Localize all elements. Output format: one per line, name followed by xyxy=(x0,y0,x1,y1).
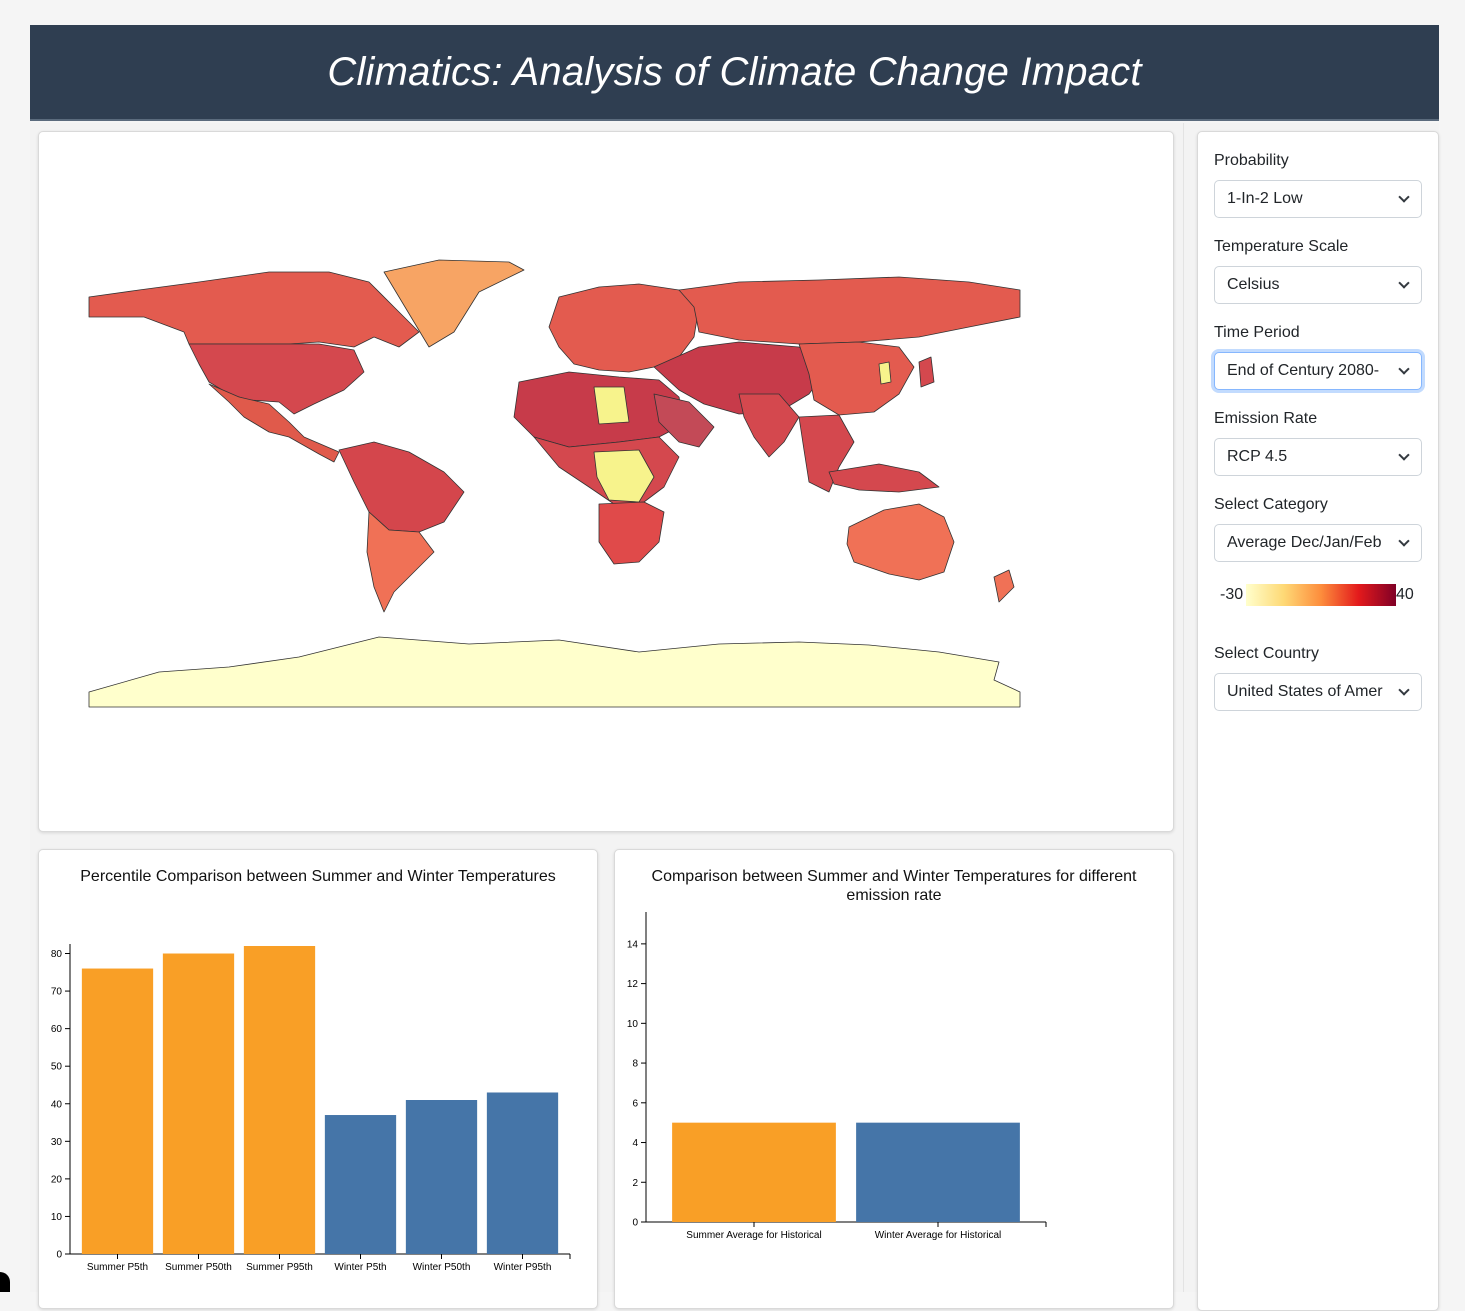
x-tick-label: Summer P95th xyxy=(246,1262,313,1273)
y-tick-label: 30 xyxy=(51,1137,63,1148)
y-tick-label: 20 xyxy=(51,1174,63,1185)
time-period-select[interactable]: End of Century 2080- xyxy=(1214,352,1422,390)
map-region-central-america xyxy=(208,383,340,463)
bar-winter-p50th[interactable] xyxy=(405,1100,478,1254)
bar-summer-p5th[interactable] xyxy=(81,968,154,1254)
legend-min: -30 xyxy=(1220,586,1244,603)
chevron-down-icon xyxy=(1398,277,1410,289)
chevron-down-icon xyxy=(1398,684,1410,696)
column-divider xyxy=(1183,123,1184,1292)
emission-bar-chart: 0 2 4 6 8 10 12 14 Summer Average for Historica… xyxy=(627,912,1047,1241)
y-tick-label: 12 xyxy=(627,979,639,990)
y-tick-label: 40 xyxy=(51,1099,63,1110)
y-tick-label: 8 xyxy=(632,1059,638,1070)
x-tick-label: Winter Average for Historical xyxy=(875,1230,1002,1241)
probability-value: 1-In-2 Low xyxy=(1227,190,1303,207)
country-select[interactable]: United States of Amer xyxy=(1214,673,1422,711)
map-region-russia xyxy=(678,276,1021,345)
y-tick-label: 10 xyxy=(51,1212,63,1223)
legend-max: 40 xyxy=(1396,586,1414,603)
map-region-antarctica xyxy=(88,636,1021,708)
window-corner xyxy=(0,1272,10,1292)
color-legend: -30 40 xyxy=(1218,584,1428,608)
map-region-china xyxy=(798,341,915,416)
y-tick-label: 0 xyxy=(56,1250,62,1261)
map-region-central-asia xyxy=(653,341,830,415)
map-region-indonesia xyxy=(828,463,940,493)
map-region-libya xyxy=(593,386,630,425)
country-value: United States of Amer xyxy=(1227,683,1383,700)
y-tick-label: 2 xyxy=(632,1178,638,1189)
time-period-value: End of Century 2080- xyxy=(1227,362,1380,379)
y-tick-label: 10 xyxy=(627,1019,639,1030)
x-tick-label: Summer P5th xyxy=(87,1262,148,1273)
temperature-scale-label: Temperature Scale xyxy=(1214,238,1349,255)
y-tick-label: 4 xyxy=(632,1138,638,1149)
y-tick-label: 6 xyxy=(632,1098,638,1109)
time-period-label: Time Period xyxy=(1214,324,1300,341)
map-region-new-zealand xyxy=(993,569,1015,603)
emission-rate-value: RCP 4.5 xyxy=(1227,448,1288,465)
bar-winter-p5th[interactable] xyxy=(324,1115,397,1254)
chevron-down-icon xyxy=(1398,363,1410,375)
chevron-down-icon xyxy=(1398,535,1410,547)
x-tick-label: Summer P50th xyxy=(165,1262,232,1273)
temperature-scale-select[interactable]: Celsius xyxy=(1214,266,1422,304)
x-tick-label: Summer Average for Historical xyxy=(686,1230,821,1241)
y-tick-label: 50 xyxy=(51,1062,63,1073)
y-tick-label: 70 xyxy=(51,987,63,998)
map-region-australia xyxy=(846,503,955,581)
page-title: Climatics: Analysis of Climate Change Im… xyxy=(327,49,1142,94)
percentile-bar-chart: 0 10 20 30 40 50 60 70 80 Summer P5th Summer P50t… xyxy=(51,944,571,1273)
y-tick-label: 80 xyxy=(51,949,63,960)
map-region-japan xyxy=(918,356,935,388)
map-region-greenland xyxy=(383,259,525,348)
country-label: Select Country xyxy=(1214,645,1319,662)
category-label: Select Category xyxy=(1214,496,1328,513)
y-tick-label: 60 xyxy=(51,1024,63,1035)
chevron-down-icon xyxy=(1398,191,1410,203)
map-region-korea xyxy=(878,361,892,385)
bar-winter-p95th[interactable] xyxy=(486,1092,559,1254)
emission-rate-label: Emission Rate xyxy=(1214,410,1318,427)
app-header: Climatics: Analysis of Climate Change Im… xyxy=(30,25,1439,121)
controls-sidebar: Probability 1-In-2 Low Temperature Scale… xyxy=(1197,131,1439,1311)
world-map[interactable] xyxy=(39,132,1175,833)
x-tick-label: Winter P5th xyxy=(334,1262,386,1273)
bar-winter-average-for-historical[interactable] xyxy=(856,1122,1020,1222)
x-tick-label: Winter P50th xyxy=(413,1262,471,1273)
map-region-south-america-north xyxy=(338,441,465,533)
chevron-down-icon xyxy=(1398,449,1410,461)
map-region-canada xyxy=(88,271,420,348)
y-tick-label: 0 xyxy=(632,1218,638,1229)
world-map-card xyxy=(38,131,1174,832)
x-tick-label: Winter P95th xyxy=(494,1262,552,1273)
emission-chart-title: Comparison between Summer and Winter Tem… xyxy=(651,868,1137,904)
map-region-india xyxy=(738,393,800,458)
map-region-southern-africa xyxy=(598,501,665,565)
map-region-arabia xyxy=(653,393,715,448)
percentile-chart-card: Percentile Comparison between Summer and… xyxy=(38,849,598,1309)
bar-summer-average-for-historical[interactable] xyxy=(672,1122,836,1222)
emission-chart-card: Comparison between Summer and Winter Tem… xyxy=(614,849,1174,1309)
probability-select[interactable]: 1-In-2 Low xyxy=(1214,180,1422,218)
category-value: Average Dec/Jan/Feb xyxy=(1227,534,1382,551)
emission-rate-select[interactable]: RCP 4.5 xyxy=(1214,438,1422,476)
percentile-chart-title: Percentile Comparison between Summer and… xyxy=(80,868,556,885)
bar-summer-p50th[interactable] xyxy=(162,953,235,1254)
probability-label: Probability xyxy=(1214,152,1289,169)
category-select[interactable]: Average Dec/Jan/Feb xyxy=(1214,524,1422,562)
legend-gradient xyxy=(1246,584,1396,606)
map-region-usa xyxy=(188,343,365,415)
map-region-south-america-south xyxy=(366,511,435,613)
y-tick-label: 14 xyxy=(627,939,639,950)
bar-summer-p95th[interactable] xyxy=(243,946,316,1254)
temperature-scale-value: Celsius xyxy=(1227,276,1280,293)
